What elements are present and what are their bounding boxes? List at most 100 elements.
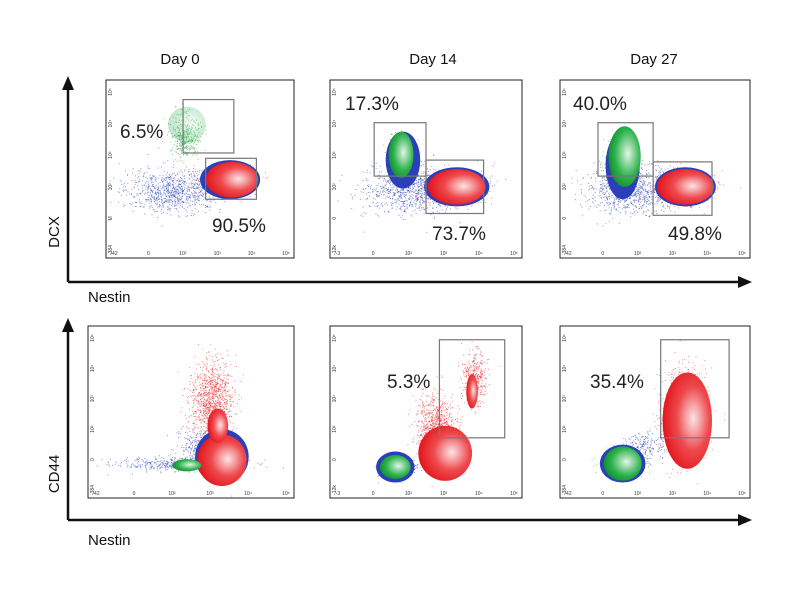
scatter-point (420, 183, 422, 185)
scatter-point (196, 144, 198, 145)
scatter-point (401, 196, 403, 198)
scatter-point (377, 174, 379, 176)
scatter-point (147, 165, 149, 167)
scatter-point (373, 197, 374, 199)
x-tick-label: 0 (372, 251, 375, 257)
scatter-point (634, 200, 636, 201)
scatter-point (147, 187, 148, 189)
scatter-point (619, 202, 621, 204)
scatter-point (167, 195, 169, 197)
scatter-point (194, 175, 196, 177)
scatter-point (409, 190, 411, 192)
scatter-point (377, 206, 378, 208)
scatter-point (194, 195, 196, 196)
scatter-point (193, 171, 195, 173)
scatter-point (588, 189, 590, 191)
scatter-point (378, 195, 380, 197)
scatter-point (426, 175, 428, 177)
scatter-point (640, 177, 642, 179)
scatter-point (662, 202, 663, 203)
scatter-point (175, 194, 177, 196)
scatter-point (637, 191, 639, 192)
scatter-point (202, 192, 204, 194)
scatter-point (132, 196, 134, 198)
scatter-point (403, 191, 405, 193)
scatter-point (176, 180, 178, 182)
scatter-point (658, 171, 660, 172)
scatter-point (416, 207, 418, 209)
scatter-point (401, 205, 403, 207)
scatter-point (703, 213, 705, 215)
scatter-point (395, 189, 397, 191)
scatter-point (417, 139, 419, 141)
scatter-point (409, 204, 411, 206)
scatter-point (638, 194, 640, 196)
scatter-point (197, 179, 199, 181)
scatter-point (611, 194, 613, 196)
scatter-point (645, 210, 647, 212)
scatter-point (171, 205, 173, 206)
scatter-point (427, 174, 429, 176)
scatter-point (199, 139, 201, 141)
scatter-point (410, 190, 412, 192)
scatter-point (394, 194, 396, 196)
scatter-point (428, 170, 429, 172)
scatter-point (188, 193, 190, 195)
scatter-point (202, 196, 204, 198)
scatter-point (164, 197, 166, 199)
scatter-point (656, 169, 658, 171)
scatter-point (165, 195, 167, 197)
scatter-point (648, 216, 650, 217)
scatter-point (144, 172, 146, 174)
scatter-point (638, 198, 640, 200)
scatter-point (416, 198, 418, 200)
green-population-contour (388, 131, 414, 178)
scatter-point (621, 208, 623, 210)
scatter-point (382, 187, 384, 189)
scatter-point (172, 185, 174, 187)
scatter-point (606, 182, 608, 184)
scatter-point (196, 151, 198, 153)
scatter-point (166, 177, 168, 179)
scatter-point (155, 210, 157, 212)
scatter-point (639, 199, 641, 201)
scatter-point (605, 187, 607, 189)
scatter-point (179, 143, 181, 145)
scatter-point (171, 174, 173, 176)
scatter-point (154, 211, 156, 212)
scatter-point (640, 163, 642, 165)
scatter-point (169, 185, 171, 187)
scatter-point (148, 191, 149, 193)
scatter-point (627, 203, 629, 205)
scatter-point (432, 211, 434, 213)
scatter-point (490, 197, 492, 199)
scatter-point (168, 176, 170, 178)
scatter-point (602, 155, 604, 157)
scatter-point (649, 215, 651, 217)
scatter-point (426, 198, 428, 200)
scatter-point (191, 177, 193, 179)
scatter-point (384, 185, 386, 187)
scatter-point (175, 148, 177, 150)
scatter-point (185, 146, 187, 147)
scatter-point (134, 179, 136, 181)
scatter-point (424, 201, 426, 203)
scatter-point (192, 193, 194, 195)
scatter-point (407, 191, 409, 193)
scatter-point (415, 200, 417, 202)
scatter-point (130, 203, 132, 205)
scatter-point (165, 177, 167, 179)
scatter-point (175, 190, 177, 192)
scatter-point (191, 180, 193, 182)
scatter-point (404, 196, 405, 198)
scatter-point (140, 193, 142, 195)
scatter-point (496, 180, 498, 182)
scatter-point (431, 166, 433, 168)
scatter-point (123, 189, 125, 191)
scatter-point (177, 152, 179, 154)
scatter-point (402, 192, 404, 194)
y-tick-label: 10⁴ (108, 120, 114, 128)
scatter-point (177, 172, 179, 174)
scatter-point (626, 207, 628, 209)
scatter-point (596, 173, 598, 175)
